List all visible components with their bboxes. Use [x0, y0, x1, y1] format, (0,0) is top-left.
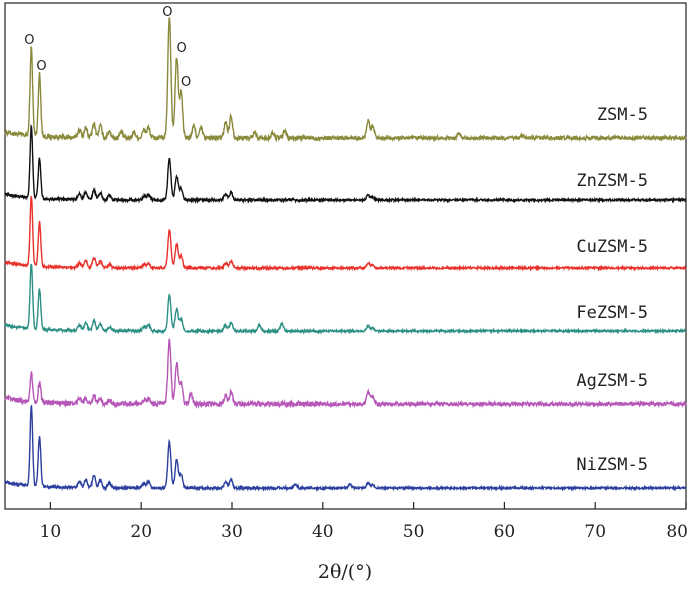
- peak-marker-4: O: [181, 75, 191, 90]
- x-tick-label: 50: [403, 522, 425, 542]
- x-tick-label: 10: [40, 522, 62, 542]
- x-tick-label: 60: [494, 522, 516, 542]
- series-line-znzsm-5: [4, 124, 687, 205]
- series-labels: ZSM-5 ZnZSM-5 CuZSM-5 FeZSM-5 AgZSM-5 NiZSM-5: [576, 105, 648, 475]
- series-label-agzsm-5: AgZSM-5: [576, 371, 648, 391]
- x-axis-ticks: 10 20 30 40 50 60 70 80: [40, 502, 688, 542]
- series-layer: [4, 16, 687, 492]
- peak-marker-1: O: [36, 59, 46, 74]
- x-tick-label: 80: [666, 522, 688, 542]
- x-tick-label: 70: [584, 522, 606, 542]
- peak-marker-0: O: [24, 33, 34, 48]
- x-tick-label: 40: [312, 522, 334, 542]
- series-label-znzsm-5: ZnZSM-5: [576, 171, 648, 191]
- peak-marker-2: O: [162, 5, 172, 20]
- series-line-cuzsm-5: [4, 195, 687, 273]
- series-line-zsm-5: [4, 16, 687, 143]
- series-line-nizsm-5: [4, 404, 687, 492]
- series-label-cuzsm-5: CuZSM-5: [576, 237, 648, 257]
- x-tick-label: 30: [221, 522, 243, 542]
- series-line-fezsm-5: [4, 263, 687, 335]
- series-label-fezsm-5: FeZSM-5: [576, 303, 648, 323]
- series-label-zsm-5: ZSM-5: [597, 105, 648, 125]
- peak-marker-3: O: [176, 41, 186, 56]
- series-line-agzsm-5: [4, 338, 687, 409]
- plot-frame: [4, 2, 687, 510]
- series-label-nizsm-5: NiZSM-5: [576, 455, 648, 475]
- x-tick-label: 20: [130, 522, 152, 542]
- x-axis-title: 2θ/(°): [318, 561, 372, 583]
